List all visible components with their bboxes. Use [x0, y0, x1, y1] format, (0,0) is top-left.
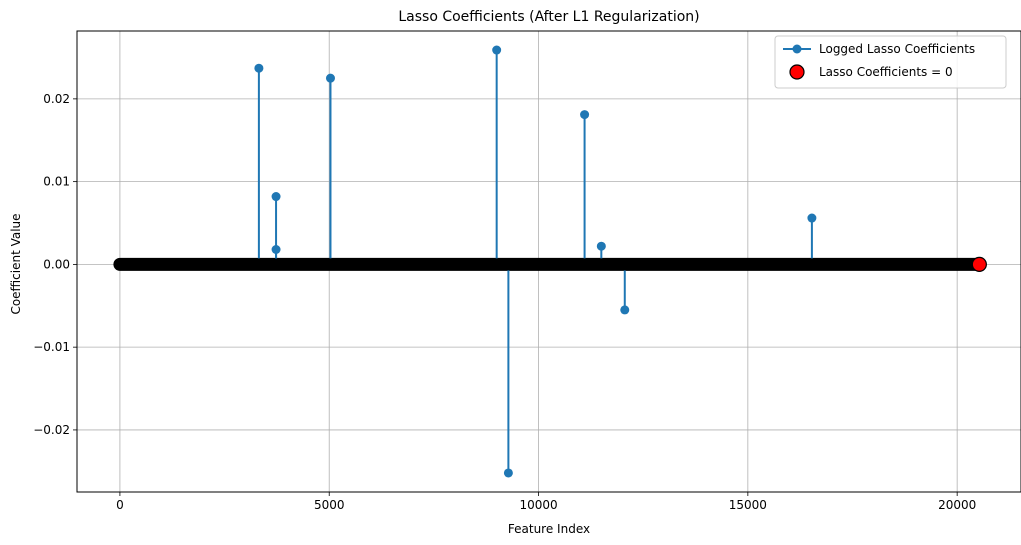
stem-marker	[580, 110, 590, 120]
legend-box	[774, 35, 1007, 89]
stem-marker	[620, 305, 630, 315]
x-axis-label: Feature Index	[508, 522, 590, 536]
stem-marker	[807, 213, 817, 223]
x-tick-label: 15000	[729, 498, 767, 512]
zero-highlight-marker	[971, 256, 987, 272]
y-axis-label: Coefficient Value	[9, 213, 23, 314]
stem-marker	[271, 192, 281, 202]
x-tick-label: 10000	[519, 498, 557, 512]
legend-label: Logged Lasso Coefficients	[819, 42, 975, 56]
x-tick-label: 20000	[938, 498, 976, 512]
stem-marker	[503, 468, 513, 478]
stem-series	[254, 45, 987, 478]
x-tick-label: 0	[116, 498, 124, 512]
chart-title: Lasso Coefficients (After L1 Regularizat…	[398, 9, 699, 25]
stem-marker	[596, 241, 606, 251]
plot-frame	[76, 30, 1021, 493]
stem-marker	[254, 63, 264, 73]
stem-marker	[325, 73, 335, 83]
axes-frame	[73, 30, 1021, 496]
y-tick-label: −0.02	[33, 423, 70, 437]
y-tick-label: 0.01	[43, 175, 70, 189]
legend-marker-swatch	[789, 64, 805, 80]
stem-marker	[492, 45, 502, 55]
x-tick-label: 5000	[314, 498, 345, 512]
tick-labels: 0 5000 10000 15000 20000 −0.02 −0.01 0.00 0.01 0.…	[33, 92, 976, 512]
y-tick-label: 0.02	[43, 92, 70, 106]
y-tick-label: −0.01	[33, 340, 70, 354]
stem-marker	[271, 244, 281, 254]
legend-label: Lasso Coefficients = 0	[819, 65, 953, 79]
y-tick-label: 0.00	[43, 257, 70, 271]
legend: Logged Lasso Coefficients Lasso Coefficie…	[774, 35, 1007, 89]
legend-marker-swatch	[792, 44, 802, 54]
